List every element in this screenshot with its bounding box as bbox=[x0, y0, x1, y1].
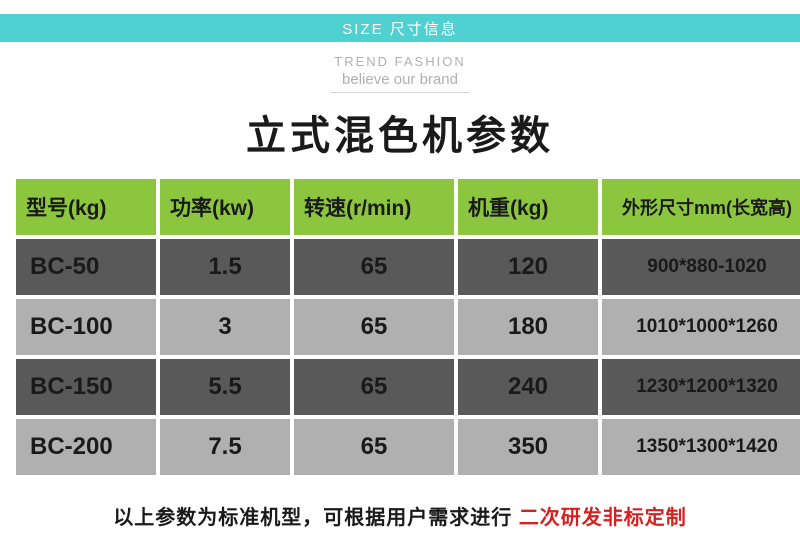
table-cell: 65 bbox=[294, 299, 454, 355]
footer-text: 以上参数为标准机型，可根据用户需求进行 bbox=[113, 507, 519, 529]
table-header: 功率(kw) bbox=[160, 179, 290, 235]
table-cell: 1350*1300*1420 bbox=[602, 419, 800, 475]
table-cell: 180 bbox=[458, 299, 598, 355]
table-cell: 120 bbox=[458, 239, 598, 295]
table-cell: BC-100 bbox=[16, 299, 156, 355]
table-cell: 1010*1000*1260 bbox=[602, 299, 800, 355]
table-cell: 65 bbox=[294, 419, 454, 475]
table-cell: 1230*1200*1320 bbox=[602, 359, 800, 415]
divider bbox=[330, 92, 470, 93]
spec-table: 型号(kg)功率(kw)转速(r/min)机重(kg)外形尺寸mm(长宽高) B… bbox=[12, 175, 800, 479]
table-cell: 7.5 bbox=[160, 419, 290, 475]
spec-table-wrap: 型号(kg)功率(kw)转速(r/min)机重(kg)外形尺寸mm(长宽高) B… bbox=[0, 175, 800, 479]
footer-accent: 二次研发非标定制 bbox=[519, 507, 687, 529]
table-header: 型号(kg) bbox=[16, 179, 156, 235]
page-title: 立式混色机参数 bbox=[0, 103, 800, 161]
table-row: BC-2007.5653501350*1300*1420 bbox=[16, 419, 800, 475]
table-cell: 350 bbox=[458, 419, 598, 475]
table-cell: 240 bbox=[458, 359, 598, 415]
table-cell: 3 bbox=[160, 299, 290, 355]
footer-note: 以上参数为标准机型，可根据用户需求进行 二次研发非标定制 bbox=[0, 501, 800, 530]
table-header: 机重(kg) bbox=[458, 179, 598, 235]
table-cell: 65 bbox=[294, 239, 454, 295]
table-cell: BC-150 bbox=[16, 359, 156, 415]
table-row: BC-1505.5652401230*1200*1320 bbox=[16, 359, 800, 415]
table-header: 转速(r/min) bbox=[294, 179, 454, 235]
size-banner: SIZE 尺寸信息 bbox=[0, 14, 800, 42]
table-cell: 1.5 bbox=[160, 239, 290, 295]
table-head-row: 型号(kg)功率(kw)转速(r/min)机重(kg)外形尺寸mm(长宽高) bbox=[16, 179, 800, 235]
table-cell: 900*880-1020 bbox=[602, 239, 800, 295]
table-cell: 65 bbox=[294, 359, 454, 415]
table-cell: BC-50 bbox=[16, 239, 156, 295]
table-cell: 5.5 bbox=[160, 359, 290, 415]
subtitle-trend: TREND FASHION bbox=[0, 54, 800, 69]
table-header: 外形尺寸mm(长宽高) bbox=[602, 179, 800, 235]
table-row: BC-1003651801010*1000*1260 bbox=[16, 299, 800, 355]
subtitle-brand: believe our brand bbox=[0, 71, 800, 88]
table-row: BC-501.565120900*880-1020 bbox=[16, 239, 800, 295]
table-cell: BC-200 bbox=[16, 419, 156, 475]
